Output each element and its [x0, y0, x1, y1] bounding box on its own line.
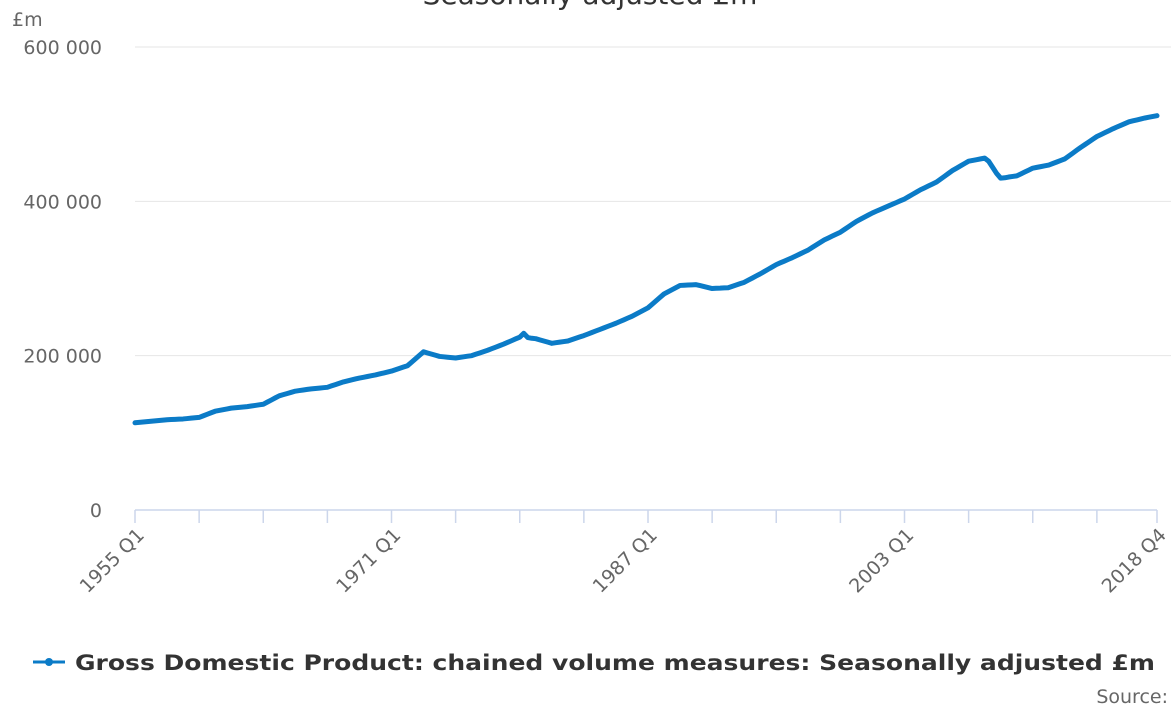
x-tick-label: 2003 Q1 — [845, 524, 918, 597]
y-axis-unit: £m — [12, 9, 43, 31]
x-tick-label: 1971 Q1 — [332, 524, 405, 597]
chart-title: Seasonally adjusted £m — [423, 0, 758, 11]
y-tick-label: 600 000 — [23, 37, 102, 59]
legend-label: Gross Domestic Product: chained volume m… — [75, 651, 1155, 675]
y-tick-label: 200 000 — [23, 346, 102, 368]
x-tick-label: 1955 Q1 — [76, 524, 149, 597]
legend-marker — [45, 658, 53, 666]
y-tick-label: 400 000 — [23, 191, 102, 213]
source: Source: — [1096, 686, 1168, 708]
x-tick-label: 1987 Q1 — [589, 524, 662, 597]
data-line — [132, 113, 1160, 426]
y-tick-label: 0 — [90, 500, 102, 522]
x-tick-label: 2018 Q4 — [1098, 524, 1171, 597]
